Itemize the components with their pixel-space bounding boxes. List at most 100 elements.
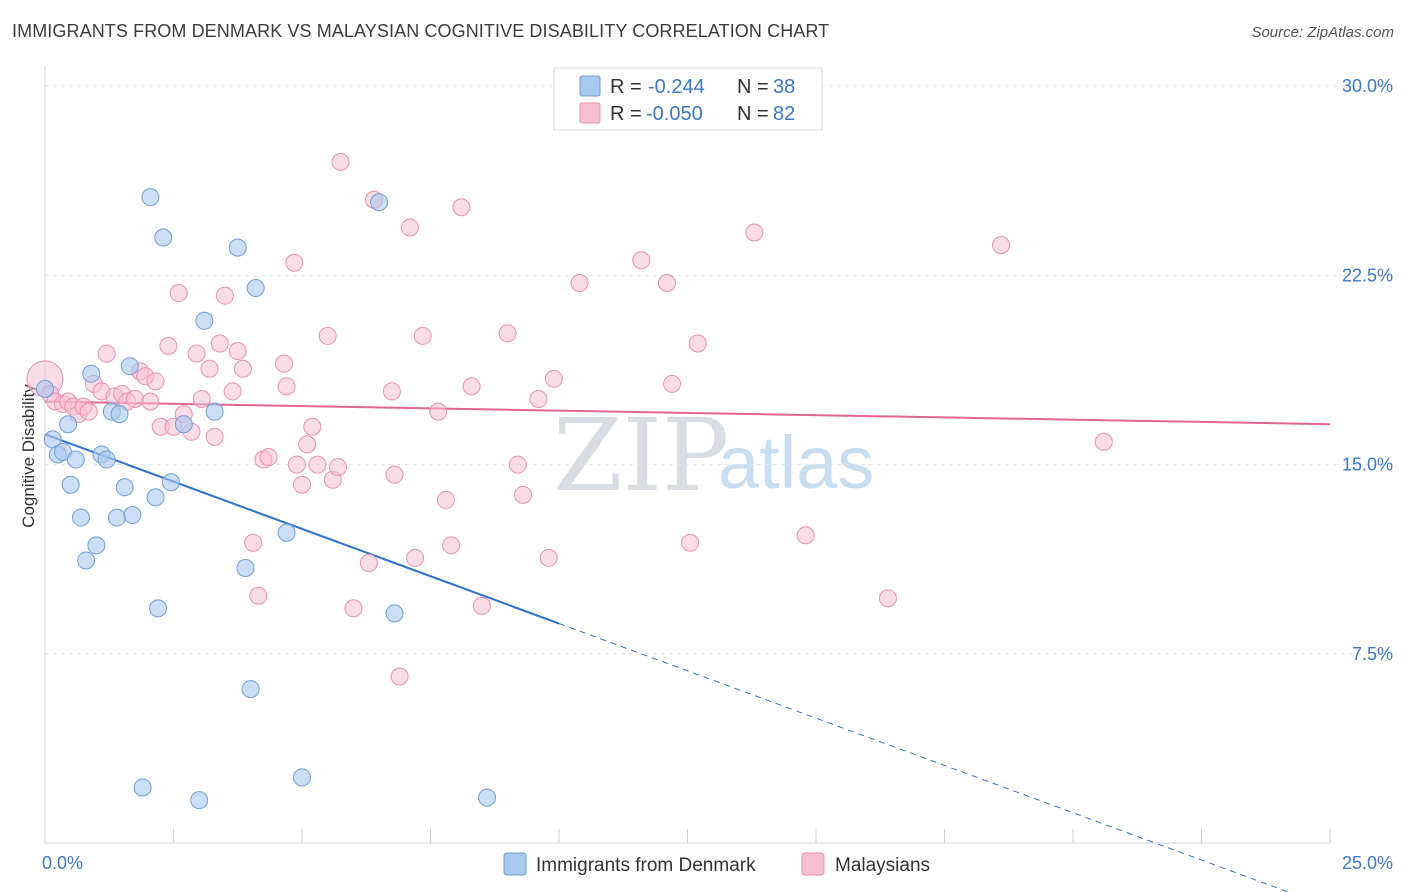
denmark-point xyxy=(61,475,80,494)
denmark-point xyxy=(36,379,54,398)
trendlines xyxy=(44,400,1331,892)
malaysians-point xyxy=(287,455,306,474)
malaysians-point xyxy=(413,326,432,345)
malaysians-point xyxy=(681,533,700,552)
denmark-point xyxy=(195,311,214,330)
malaysians-point xyxy=(210,334,229,353)
malaysians-point xyxy=(442,536,461,555)
malaysians-point xyxy=(344,599,363,618)
malaysians-point xyxy=(205,427,224,446)
watermark-zip: ZIP xyxy=(553,397,729,514)
malaysians-point xyxy=(285,253,304,272)
malaysians-point xyxy=(277,377,296,396)
malaysians-point xyxy=(529,390,548,408)
malaysians-point xyxy=(878,589,897,608)
denmark-point xyxy=(146,488,165,507)
denmark-point xyxy=(174,415,193,434)
denmark-point xyxy=(97,450,116,469)
denmark-point xyxy=(115,478,134,497)
denmark-point xyxy=(141,188,160,207)
malaysians-point xyxy=(318,326,337,345)
denmark-point xyxy=(154,228,173,247)
series-legend-label-denmark: Immigrants from Denmark xyxy=(536,855,756,876)
series-legend-swatch-malaysians xyxy=(801,852,825,876)
denmark-point xyxy=(120,357,139,376)
malaysians-point xyxy=(390,667,409,686)
denmark-point xyxy=(478,788,497,807)
malaysians-point xyxy=(303,417,322,436)
malaysians-point xyxy=(436,490,455,509)
legend-swatch-denmark xyxy=(579,75,601,97)
malaysians-point xyxy=(472,596,491,615)
denmark-point xyxy=(71,508,90,527)
series-legend-label-malaysians: Malaysians xyxy=(835,855,930,876)
malaysians-point xyxy=(97,344,116,363)
legend-n-label-denmark: N = xyxy=(737,76,769,98)
denmark-point xyxy=(228,238,247,257)
chart-source: Source: ZipAtlas.com xyxy=(1251,24,1394,41)
malaysians-point xyxy=(992,236,1011,255)
denmark-points xyxy=(36,188,497,810)
denmark-point xyxy=(205,402,224,421)
malaysians-point xyxy=(244,533,263,552)
malaysians-point xyxy=(187,344,206,363)
malaysians-point xyxy=(657,273,676,292)
denmark-point xyxy=(107,508,126,527)
malaysians-point xyxy=(796,526,815,545)
denmark-point xyxy=(190,791,209,810)
malaysians-point xyxy=(328,458,347,477)
malaysians-point xyxy=(169,284,188,303)
denmark-point xyxy=(133,778,152,797)
denmark-trendline-extension xyxy=(558,623,1290,892)
legend-r-label-denmark: R = xyxy=(610,76,642,98)
malaysians-point xyxy=(570,273,589,292)
malaysians-point xyxy=(400,218,419,237)
x-tick-label-min: 0.0% xyxy=(42,853,83,873)
malaysians-trendline xyxy=(44,400,1331,426)
legend-r-label-malaysians: R = xyxy=(610,103,642,125)
malaysians-point xyxy=(200,359,219,378)
malaysians-point xyxy=(141,392,160,411)
malaysians-point xyxy=(385,465,404,484)
legend-swatch-malaysians xyxy=(579,102,601,124)
malaysians-point xyxy=(275,354,294,373)
legend-n-value-malaysians: 82 xyxy=(773,103,795,125)
denmark-point xyxy=(241,680,260,699)
malaysians-point xyxy=(1094,432,1113,451)
malaysians-point xyxy=(514,485,533,504)
y-tick-label: 7.5% xyxy=(1352,644,1393,664)
denmark-point xyxy=(77,551,96,570)
malaysians-point xyxy=(79,402,98,421)
y-axis-title: Cognitive Disability xyxy=(19,384,38,528)
denmark-point xyxy=(87,536,106,555)
denmark-point xyxy=(236,559,255,578)
malaysians-point xyxy=(544,369,563,388)
malaysians-point xyxy=(508,455,527,474)
x-tick-label-max: 25.0% xyxy=(1342,853,1393,873)
malaysians-point xyxy=(159,337,178,356)
malaysians-points xyxy=(26,152,1113,686)
malaysians-point xyxy=(539,548,558,567)
y-tick-label: 15.0% xyxy=(1342,455,1393,475)
axes xyxy=(44,66,1331,844)
malaysians-point xyxy=(228,342,247,361)
stats-legend: R = -0.244 N = 38 R = -0.050 N = 82 xyxy=(553,67,823,131)
malaysians-point xyxy=(745,223,764,242)
denmark-point xyxy=(385,604,404,623)
y-tick-labels: 7.5% 15.0% 22.5% 30.0% xyxy=(1342,76,1393,664)
malaysians-point xyxy=(429,402,448,421)
series-legend-swatch-denmark xyxy=(503,852,527,876)
legend-n-label-malaysians: N = xyxy=(737,103,769,125)
malaysians-point xyxy=(331,152,350,171)
series-legend: Immigrants from Denmark Malaysians xyxy=(503,852,930,876)
denmark-point xyxy=(370,193,389,212)
malaysians-point xyxy=(259,448,278,467)
y-tick-label: 30.0% xyxy=(1342,76,1393,96)
malaysians-point xyxy=(688,334,707,353)
malaysians-point xyxy=(462,377,481,396)
denmark-point xyxy=(161,473,180,492)
malaysians-point xyxy=(632,251,651,270)
denmark-point xyxy=(59,415,78,434)
watermark-atlas: atlas xyxy=(718,421,874,504)
malaysians-point xyxy=(663,374,682,393)
